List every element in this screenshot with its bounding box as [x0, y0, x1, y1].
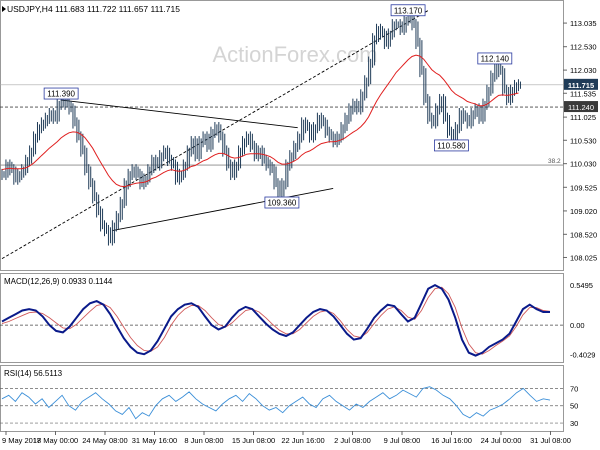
price-grid: 38.2	[0, 84, 563, 166]
price-label-box	[390, 4, 426, 17]
macd-panel-frame	[0, 273, 564, 363]
rsi-title: RSI(14) 56.5113	[4, 369, 63, 378]
x-tick-label: 9 Jul 08:00	[384, 436, 421, 445]
macd-y-axis: 0.5495 0.00 -0.4029	[570, 281, 595, 359]
price-label-box	[264, 196, 300, 209]
macd-signal-line	[1, 286, 551, 355]
price-label-box	[477, 52, 513, 65]
price-y-tick-label: 112.530	[570, 43, 597, 52]
x-tick-label: 24 Jul 00:00	[481, 436, 522, 445]
x-tick-label: 16 Jul 16:00	[431, 436, 472, 445]
rsi-series	[0, 386, 563, 424]
x-tick-label: 31 Jul 08:00	[530, 436, 571, 445]
price-annotations: 113.170 112.140 111.390 110.580 109.360 111.7…	[43, 4, 598, 209]
price-label-box	[43, 87, 79, 100]
x-tick-label: 2 Jul 08:00	[334, 436, 371, 445]
header-triangle-icon	[2, 6, 6, 12]
price-series	[1, 11, 521, 246]
price-panel-frame	[0, 0, 564, 271]
price-label: 113.170	[394, 6, 423, 15]
price-y-axis: 113.035 112.530 112.030 111.535 111.025 110.5…	[563, 19, 597, 262]
x-tick-label: 24 May 08:00	[82, 436, 127, 445]
price-y-tick-label: 109.020	[570, 207, 597, 216]
x-tick-label: 17 May 00:00	[33, 436, 78, 445]
x-tick-label: 22 Jun 16:00	[281, 436, 324, 445]
watermark: ActionForex.com	[212, 42, 377, 67]
current-price-label: 111.715	[568, 81, 594, 90]
symbol-header: USDJPY,H4 111.683 111.722 111.657 111.71…	[7, 4, 180, 14]
x-tick-label: 9 May 2018	[2, 436, 41, 445]
fib-level-label: 38.2	[548, 158, 561, 165]
price-y-tick-label: 111.535	[570, 89, 596, 98]
level-price-tag	[564, 101, 598, 113]
x-tick-label: 15 Jun 08:00	[232, 436, 275, 445]
trendline	[61, 99, 298, 129]
rsi-y-tick-label: 50	[570, 402, 578, 411]
rsi-y-tick-label: 30	[570, 419, 578, 428]
macd-y-tick-label: 0.00	[570, 321, 585, 330]
current-price-tag	[564, 78, 598, 90]
price-label: 112.140	[481, 54, 510, 63]
rsi-line	[1, 386, 551, 420]
x-tick-label: 8 Jun 08:00	[184, 436, 223, 445]
trendline	[112, 188, 334, 232]
macd-title: MACD(12,26,9) 0.0933 0.1144	[4, 277, 113, 286]
price-y-tick-label: 109.525	[570, 183, 597, 192]
rsi-y-axis: 70 50 30	[570, 384, 578, 428]
price-y-tick-label: 110.530	[570, 136, 597, 145]
level-price-label: 111.240	[568, 103, 594, 112]
price-y-tick-label: 111.025	[570, 113, 596, 122]
price-y-tick-label: 108.025	[570, 253, 597, 262]
price-label-box	[434, 139, 469, 152]
price-y-tick-label: 112.030	[570, 66, 597, 75]
rsi-y-tick-label: 70	[570, 384, 578, 393]
price-label: 110.580	[437, 141, 466, 150]
macd-line	[1, 283, 550, 357]
x-tick-label: 31 May 16:00	[132, 436, 177, 445]
macd-y-tick-label: 0.5495	[570, 281, 593, 290]
price-label: 111.390	[47, 90, 75, 99]
rsi-panel-frame	[0, 365, 564, 432]
macd-series	[0, 283, 563, 357]
macd-y-tick-label: -0.4029	[570, 350, 595, 359]
price-y-tick-label: 110.030	[570, 160, 597, 169]
price-y-tick-label: 108.520	[570, 230, 597, 239]
price-y-tick-label: 113.035	[570, 19, 597, 28]
ema-line	[1, 54, 519, 188]
price-label: 109.360	[267, 199, 296, 208]
